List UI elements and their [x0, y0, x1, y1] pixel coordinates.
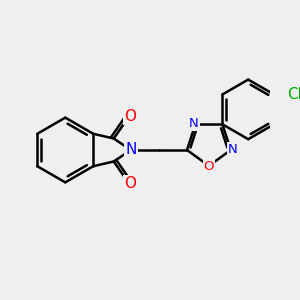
Text: N: N — [125, 142, 136, 158]
Text: N: N — [189, 117, 199, 130]
Text: Cl: Cl — [287, 87, 300, 102]
Text: N: N — [228, 142, 237, 156]
Text: O: O — [204, 160, 214, 173]
Text: O: O — [124, 176, 136, 191]
Text: O: O — [124, 109, 136, 124]
